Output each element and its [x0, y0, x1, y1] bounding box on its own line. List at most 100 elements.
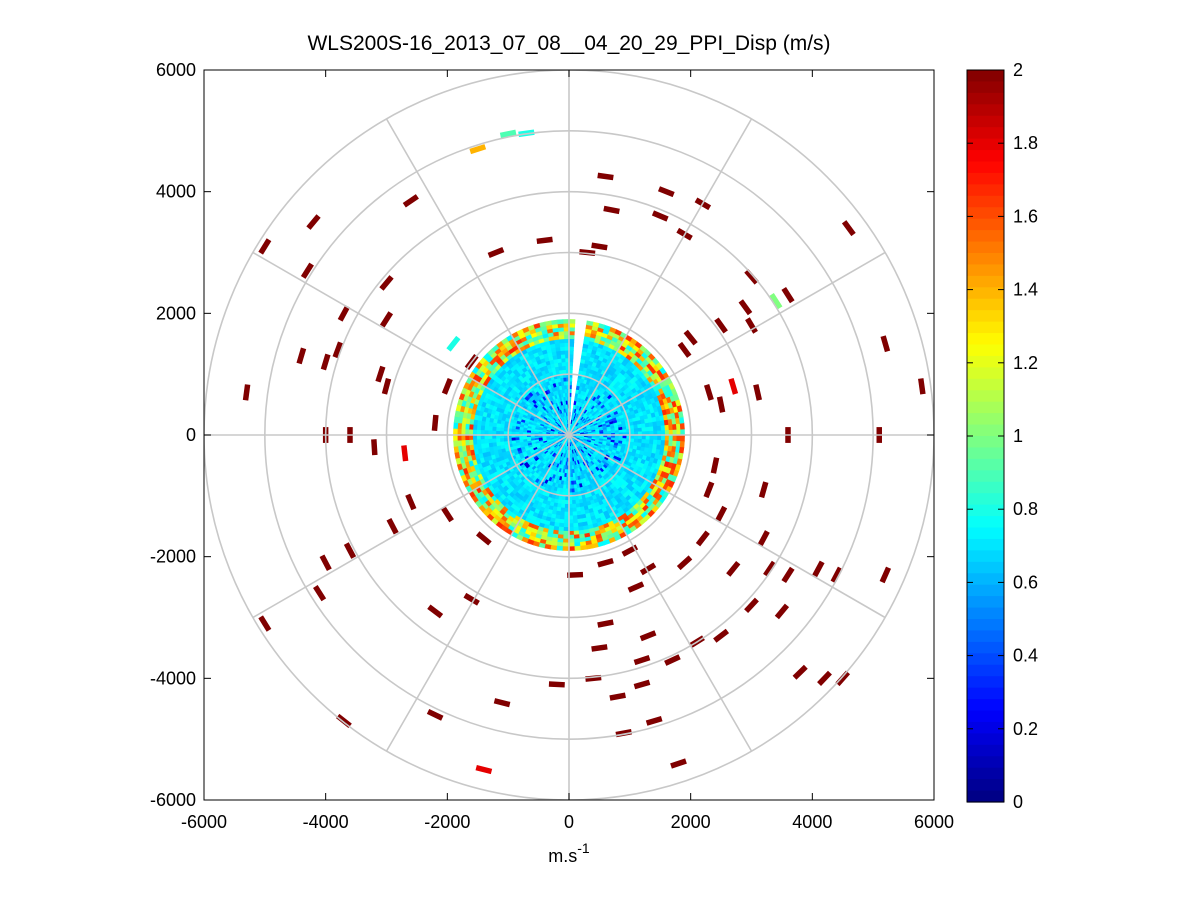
central-region-cell	[476, 425, 482, 431]
colorbar-step	[967, 207, 1004, 220]
x-tick-label: 6000	[914, 812, 954, 832]
colorbar-step	[967, 721, 1004, 734]
colorbar-step	[967, 310, 1004, 323]
colorbar-step	[967, 138, 1004, 151]
central-region-cell	[568, 546, 576, 551]
central-region-cell	[562, 488, 567, 494]
central-region-cell	[559, 515, 566, 520]
central-region-cell	[580, 545, 588, 551]
colorbar-step	[967, 619, 1004, 632]
colorbar-step	[967, 493, 1004, 506]
central-region-cell	[560, 511, 566, 517]
colorbar-step	[967, 81, 1004, 94]
central-region-cell	[679, 416, 685, 424]
y-tick-label: -2000	[150, 547, 196, 567]
colorbar-step	[967, 470, 1004, 483]
central-region-cell	[572, 515, 579, 520]
central-region-cell	[544, 320, 552, 327]
colorbar-step	[967, 790, 1004, 803]
colorbar-step	[967, 161, 1004, 174]
colorbar-step	[967, 344, 1004, 357]
colorbar-step	[967, 355, 1004, 368]
central-region-cell	[679, 446, 685, 454]
central-region-cell	[572, 511, 578, 517]
central-region-cell	[453, 416, 459, 424]
central-region-cell	[480, 439, 486, 445]
central-region-cell	[586, 320, 594, 327]
x-axis-label-text: m.s	[548, 846, 577, 866]
colorbar-step	[967, 630, 1004, 643]
x-tick-label: 2000	[671, 812, 711, 832]
colorbar-tick-label: 0.2	[1013, 719, 1038, 739]
central-region-cell	[561, 495, 567, 501]
colorbar-step	[967, 298, 1004, 311]
central-region-cell	[676, 434, 682, 442]
central-region-cell	[680, 434, 685, 442]
central-region-cell	[574, 545, 582, 551]
central-region-cell	[495, 427, 501, 432]
central-region-cell	[561, 499, 566, 505]
central-region-cell	[559, 342, 565, 348]
colorbar-step	[967, 676, 1004, 689]
central-region-cell	[491, 426, 497, 432]
central-region-cell	[568, 319, 576, 324]
colorbar-tick-label: 1.6	[1013, 206, 1038, 226]
chart-title: WLS200S-16_2013_07_08__04_20_29_PPI_Disp…	[307, 32, 830, 55]
colorbar-step	[967, 538, 1004, 551]
colorbar-step	[967, 253, 1004, 266]
colorbar-step	[967, 699, 1004, 712]
colorbar-step	[967, 710, 1004, 723]
colorbar-step	[967, 424, 1004, 437]
colorbar-step	[967, 481, 1004, 494]
x-tick-label: 0	[564, 812, 574, 832]
central-region-cell	[568, 538, 575, 544]
colorbar-step	[967, 413, 1004, 426]
central-region-cell	[460, 429, 466, 436]
colorbar-step	[967, 744, 1004, 757]
central-region-cell	[563, 538, 570, 544]
colorbar-step	[967, 733, 1004, 746]
colorbar-step	[967, 367, 1004, 380]
colorbar-step	[967, 70, 1004, 83]
central-region-cell	[641, 438, 647, 444]
x-axis-label-superscript: -1	[577, 840, 590, 856]
central-region-cell	[556, 545, 564, 551]
central-region-cell	[464, 429, 470, 436]
colorbar-step	[967, 401, 1004, 414]
colorbar-step	[967, 92, 1004, 105]
central-region-cell	[563, 330, 570, 336]
central-region-cell	[568, 542, 576, 548]
y-tick-label: 2000	[156, 303, 196, 323]
colorbar-step	[967, 561, 1004, 574]
central-region-cell	[559, 522, 565, 528]
y-tick-label: 4000	[156, 182, 196, 202]
central-region-cell	[563, 534, 570, 540]
colorbar-tick-label: 0.6	[1013, 572, 1038, 592]
y-tick-label: -4000	[150, 668, 196, 688]
colorbar-step	[967, 230, 1004, 243]
central-region-cell	[550, 319, 558, 325]
central-region-cell	[460, 434, 466, 441]
polar-data-cells	[242, 129, 926, 775]
central-region-cell	[568, 326, 575, 332]
central-region-cell	[573, 518, 579, 524]
central-region-cell	[677, 452, 684, 460]
plot-area: -6000 -4000 -2000 0 2000 4000 6000 6000 4000 2000…	[150, 60, 954, 832]
central-region-cell	[499, 427, 505, 432]
central-region-cell	[649, 425, 654, 432]
central-region-cell	[453, 428, 458, 436]
central-region-cell	[453, 422, 459, 430]
colorbar-tick-label: 1.8	[1013, 133, 1038, 153]
central-region-cell	[453, 440, 459, 448]
colorbar-step	[967, 241, 1004, 254]
colorbar-step	[967, 573, 1004, 586]
central-region-cell	[574, 396, 578, 402]
central-region-cell	[677, 410, 684, 418]
y-tick-label: -6000	[150, 790, 196, 810]
colorbar-step	[967, 516, 1004, 529]
colorbar-step	[967, 767, 1004, 780]
central-region-cell	[453, 434, 458, 442]
colorbar-tick-label: 0	[1013, 792, 1023, 812]
colorbar-step	[967, 458, 1004, 471]
